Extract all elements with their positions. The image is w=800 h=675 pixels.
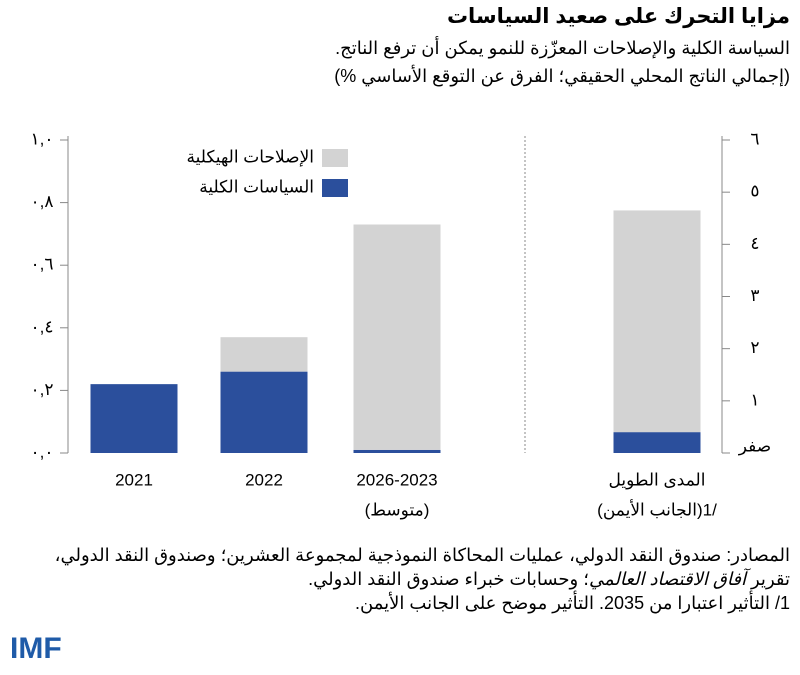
logo: IMF [10,632,62,665]
y2-tick-label: صفر [738,436,771,455]
y-tick-label: ١,٠ [31,129,54,148]
y2-tick-label: ٤ [750,234,759,253]
x-tick-label: (الجانب الأيمن)1/ [597,499,717,519]
publication: آفاق الاقتصاد العالمي [588,569,746,589]
bar [353,224,441,450]
bar [353,449,441,453]
legend-label: السياسات الكلية [199,177,314,196]
chart: ٠,٠ ٠,٢ ٠,٤ ٠,٦ ٠,٨ ١,٠ صفر ١ ٢ ٣ ٤ ٥ ٦ 2021 2022 2026-… [31,129,772,519]
sources: تقرير آفاق الاقتصاد العالمي؛ وحسابات خبر… [308,569,790,590]
y2-tick-label: ٢ [750,338,759,357]
note: 1/ التأثير اعتبارا من 2035. التأثير موضح… [355,593,790,613]
y-tick-label: ٠,٨ [31,192,54,211]
bar [90,384,178,453]
title: مزايا التحرك على صعيد السياسات [446,5,790,28]
x-tick-label: 2021 [115,470,153,489]
y-tick-label: ٠,٦ [31,255,54,274]
x-tick-label: المدى الطويل [609,470,706,489]
y2-tick-label: ٣ [750,286,759,305]
subtitle: السياسة الكلية والإصلاحات المعزّزة للنمو… [335,38,790,58]
bar [613,432,701,453]
sources: المصادر: صندوق النقد الدولي، عمليات المح… [54,545,790,565]
bar [220,337,308,372]
sources-text: ؛ وحسابات خبراء صندوق النقد الدولي. [308,569,589,589]
y2-tick-label: ٦ [750,129,759,148]
legend-label: الإصلاحات الهيكلية [186,147,314,167]
y-tick-label: ٠,٢ [31,380,54,399]
y2-tick-label: ١ [750,390,759,409]
legend-swatch [322,149,348,167]
y-tick-label: ٠,٤ [31,317,54,336]
x-tick-label: (متوسط) [365,500,430,519]
x-tick-label: 2026-2023 [356,470,437,489]
sources-text: تقرير [746,569,790,589]
units: (إجمالي الناتج المحلي الحقيقي؛ الفرق عن … [334,66,790,86]
legend-swatch [322,179,348,197]
bar [220,371,308,453]
y2-tick-label: ٥ [750,182,759,201]
bar [613,210,701,433]
x-tick-label: 2022 [245,470,283,489]
y-tick-label: ٠,٠ [31,442,54,461]
